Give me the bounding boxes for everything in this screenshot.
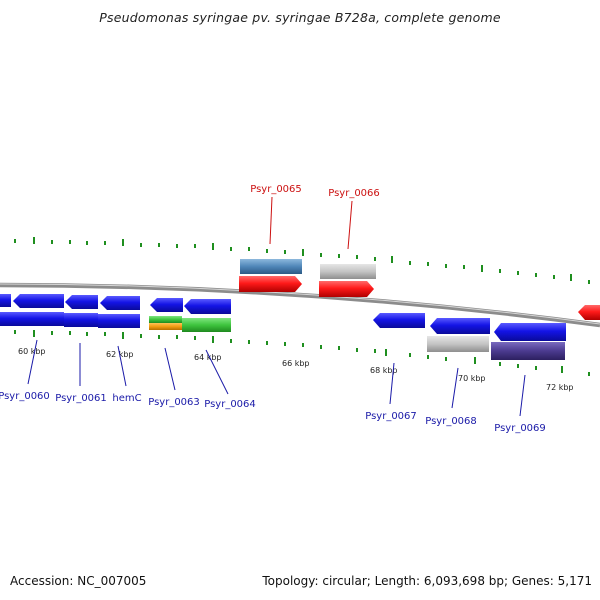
gene-label-hemc[interactable]: hemC [112, 393, 141, 404]
gene-arrow[interactable] [150, 298, 183, 312]
gene-label-psyr-0065[interactable]: Psyr_0065 [250, 184, 302, 195]
leader-line [519, 374, 526, 417]
gene-arrow-psyr-0066[interactable] [319, 281, 374, 297]
gene-label-psyr-0064[interactable]: Psyr_0064 [204, 399, 256, 410]
gene-block[interactable] [0, 312, 12, 326]
genome-title: Pseudomonas syringae pv. syringae B728a,… [99, 10, 501, 25]
tick-label-72kbp: 72 kbp [546, 383, 574, 392]
gene-arrow[interactable] [494, 323, 566, 341]
gene-block[interactable] [64, 313, 98, 327]
genome-backbone [0, 282, 600, 328]
genome-summary: Topology: circular; Length: 6,093,698 bp… [262, 574, 592, 588]
tick-label-70kbp: 70 kbp [458, 374, 486, 383]
gene-arrow[interactable] [430, 318, 490, 334]
gene-label-psyr-0069[interactable]: Psyr_0069 [494, 423, 546, 434]
tick-label-68kbp: 68 kbp [370, 366, 398, 375]
gene-arrow[interactable] [578, 305, 600, 320]
leader-line [389, 362, 395, 405]
inner-tick-track [14, 330, 590, 376]
gene-label-psyr-0060[interactable]: Psyr_0060 [0, 391, 50, 402]
tick-label-64kbp: 64 kbp [194, 353, 222, 362]
leader-line [451, 367, 459, 409]
gene-label-psyr-0068[interactable]: Psyr_0068 [425, 416, 477, 427]
gene-arrow[interactable] [0, 294, 11, 307]
gene-block[interactable] [320, 264, 376, 279]
gene-label-psyr-0066[interactable]: Psyr_0066 [328, 188, 380, 199]
gene-block[interactable] [149, 323, 182, 330]
gene-block[interactable] [149, 316, 182, 323]
tick-label-60kbp: 60 kbp [18, 347, 46, 356]
gene-arrow[interactable] [65, 295, 98, 309]
gene-arrow[interactable] [100, 296, 140, 310]
gene-label-psyr-0061[interactable]: Psyr_0061 [55, 393, 107, 404]
outer-tick-track [14, 237, 590, 284]
accession-label: Accession: NC_007005 [10, 574, 147, 588]
gene-block[interactable] [182, 318, 231, 332]
leader-line [269, 196, 273, 245]
leader-line [347, 200, 353, 250]
gene-block[interactable] [427, 336, 489, 352]
leader-line [164, 347, 176, 391]
leader-line [117, 345, 127, 387]
tick-label-66kbp: 66 kbp [282, 359, 310, 368]
gene-arrow-psyr-0065[interactable] [239, 276, 302, 292]
genome-backbone-highlight [0, 283, 600, 325]
gene-arrow[interactable] [184, 299, 231, 314]
leader-line [27, 339, 38, 385]
leader-line [205, 349, 229, 395]
gene-arrow[interactable] [13, 294, 64, 308]
gene-label-psyr-0063[interactable]: Psyr_0063 [148, 397, 200, 408]
gene-block[interactable] [98, 314, 140, 328]
gene-block[interactable] [12, 312, 64, 326]
gene-label-psyr-0067[interactable]: Psyr_0067 [365, 411, 417, 422]
gene-block[interactable] [491, 342, 565, 360]
gene-arrow[interactable] [373, 313, 425, 328]
gene-block[interactable] [240, 259, 302, 274]
